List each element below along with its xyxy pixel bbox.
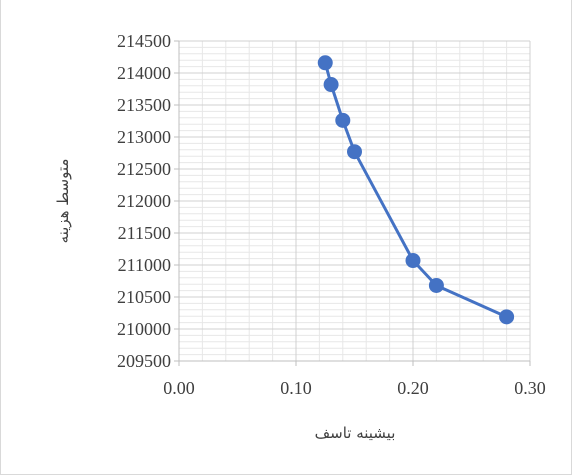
x-tick-label: 0.20 [397,378,429,398]
series-line [323,62,508,319]
y-tick-label: 210500 [117,287,171,307]
y-tick-label: 211500 [118,223,171,243]
x-axis-title: بیشینه تاسف [315,424,396,442]
y-axis-title: متوسط هزینه [54,159,72,244]
data-point [347,144,362,160]
data-point [323,77,339,93]
data-point [428,277,444,293]
series-layer [317,55,515,325]
y-tick-label: 212000 [117,191,171,211]
y-tick-label: 213000 [117,127,171,147]
x-tick-label: 0.10 [280,378,312,398]
y-tick-label: 213500 [117,95,171,115]
y-tick-label: 210000 [117,319,171,339]
y-axis-ticks: 209500 210000 210500 211000 211500 212000 2125… [117,31,180,371]
data-point [335,112,351,128]
y-tick-label: 214500 [117,31,171,51]
x-axis-ticks: 0.00 0.10 0.20 0.30 [163,360,546,398]
y-tick-label: 214000 [117,63,171,83]
data-point [499,309,515,325]
y-tick-label: 209500 [117,351,171,371]
y-tick-label: 212500 [117,159,171,179]
x-tick-label: 0.30 [514,378,546,398]
major-gridlines [178,40,531,362]
y-tick-label: 211000 [118,255,171,275]
x-tick-label: 0.00 [163,378,195,398]
data-point [405,253,421,269]
data-point [317,55,333,71]
